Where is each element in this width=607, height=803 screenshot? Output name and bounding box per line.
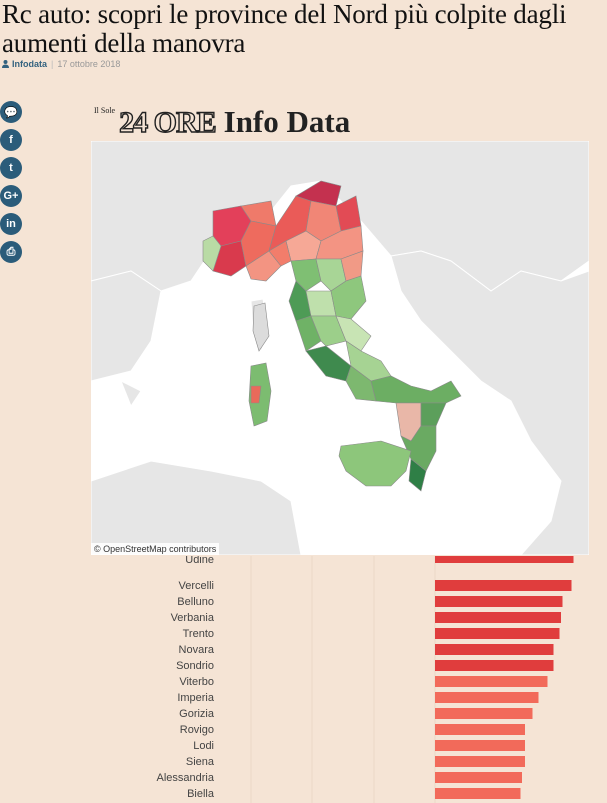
share-bar: 💬 f t G+ in ⎙ (0, 101, 24, 269)
bar-label: Alessandria (157, 772, 215, 784)
bar-label: Viterbo (179, 676, 214, 688)
bar-chart: Udine Vercelli Belluno Verbania Trento Novara… (91, 556, 591, 803)
bar (435, 644, 554, 655)
print-icon[interactable]: ⎙ (0, 241, 22, 263)
italy-provinces (202, 180, 462, 492)
bar (435, 692, 539, 703)
bar (435, 580, 572, 591)
chart-labels: Udine Vercelli Belluno Verbania Trento Novara… (157, 556, 215, 800)
bar-label: Verbania (171, 612, 215, 624)
article-meta: Infodata | 17 ottobre 2018 (2, 59, 120, 69)
choropleth-map[interactable] (91, 141, 589, 555)
bar-label: Sondrio (176, 660, 214, 672)
comment-icon[interactable]: 💬 (0, 101, 22, 123)
facebook-icon[interactable]: f (0, 129, 22, 151)
bar (435, 596, 563, 607)
logo-il-sole: Il Sole (94, 106, 116, 115)
author-name: Infodata (12, 59, 47, 69)
meta-separator: | (51, 59, 54, 69)
user-icon (2, 60, 9, 68)
bar-label: Gorizia (179, 708, 215, 720)
linkedin-icon[interactable]: in (0, 213, 22, 235)
bar (435, 612, 561, 623)
google-plus-icon[interactable]: G+ (0, 185, 22, 207)
bar-label: Lodi (193, 740, 214, 752)
bar (435, 628, 560, 639)
bar-label: Siena (186, 756, 215, 768)
article-date: 17 ottobre 2018 (57, 59, 121, 69)
chart-bars (435, 556, 574, 799)
bar-label: Rovigo (180, 724, 214, 736)
map-background (91, 141, 589, 555)
bar-label: Biella (187, 788, 215, 800)
map-attribution[interactable]: © OpenStreetMap contributors (91, 543, 220, 555)
bar (435, 556, 574, 563)
bar-label: Trento (183, 628, 214, 640)
author-link[interactable]: Infodata (2, 59, 47, 69)
bar-label: Udine (185, 556, 214, 566)
bar (435, 772, 522, 783)
article-title: Rc auto: scopri le province del Nord più… (2, 0, 567, 58)
bar (435, 788, 521, 799)
chart-grid (250, 556, 436, 803)
bar-label: Novara (179, 644, 215, 656)
bar-label: Belluno (177, 596, 214, 608)
bar (435, 676, 548, 687)
bar (435, 660, 554, 671)
logo-info-data: Info Data (223, 104, 351, 139)
bar (435, 708, 533, 719)
bar-label: Vercelli (179, 580, 214, 592)
bar (435, 740, 525, 751)
bar (435, 724, 525, 735)
bar (435, 756, 525, 767)
bar-label: Imperia (177, 692, 215, 704)
infodata-logo: Il Sole 24 ORE Info Data (94, 102, 351, 139)
twitter-icon[interactable]: t (0, 157, 22, 179)
logo-24-ore: 24 ORE (118, 106, 217, 139)
